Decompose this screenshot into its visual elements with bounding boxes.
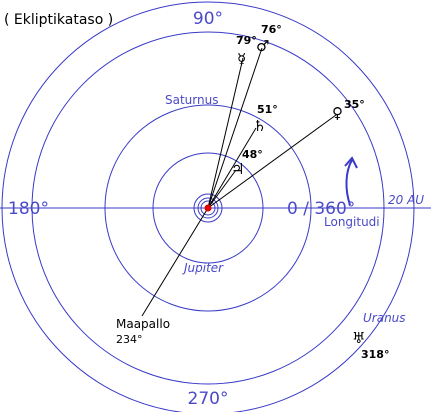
- earth-name: Maapallo: [116, 317, 170, 331]
- planet-symbol: ☿: [237, 50, 246, 68]
- planet-label: 318°: [361, 348, 389, 361]
- planet-label: 79°: [236, 34, 257, 47]
- orbit-label: Jupiter: [182, 261, 224, 275]
- ray: [141, 207, 209, 317]
- axis-label: 180°: [8, 199, 49, 219]
- planet-label: 35°: [344, 98, 365, 111]
- planet-symbol: ♃: [231, 160, 244, 178]
- sun-earth: [204, 204, 212, 212]
- earth-label: 234°: [116, 333, 143, 346]
- planet-symbol: ♅: [352, 329, 365, 347]
- planet-label: 51°: [257, 103, 278, 116]
- scale-label: 20 AU: [388, 193, 424, 207]
- ray: [207, 169, 237, 209]
- planet-label: 48°: [242, 148, 263, 161]
- planet-symbol: ♄: [253, 117, 266, 135]
- axis-label: 270°: [188, 389, 229, 409]
- axis-label: 90°: [193, 9, 223, 29]
- planet-label: 76°: [261, 23, 282, 36]
- planet-symbol: ♂: [256, 37, 269, 55]
- title: ( Ekliptikataso ): [4, 12, 113, 28]
- planet-symbol: ♀: [332, 104, 343, 122]
- orbit-label: Uranus: [363, 311, 406, 325]
- ray: [207, 57, 244, 209]
- arrow-head: [344, 156, 358, 169]
- arrow: [345, 159, 353, 206]
- axis-label: Longitudi: [324, 215, 380, 229]
- orbit-label: Saturnus: [165, 93, 218, 107]
- ray: [207, 127, 257, 209]
- ray: [207, 114, 337, 209]
- axis-label: 0 / 360°: [287, 199, 355, 219]
- ray: [207, 47, 263, 209]
